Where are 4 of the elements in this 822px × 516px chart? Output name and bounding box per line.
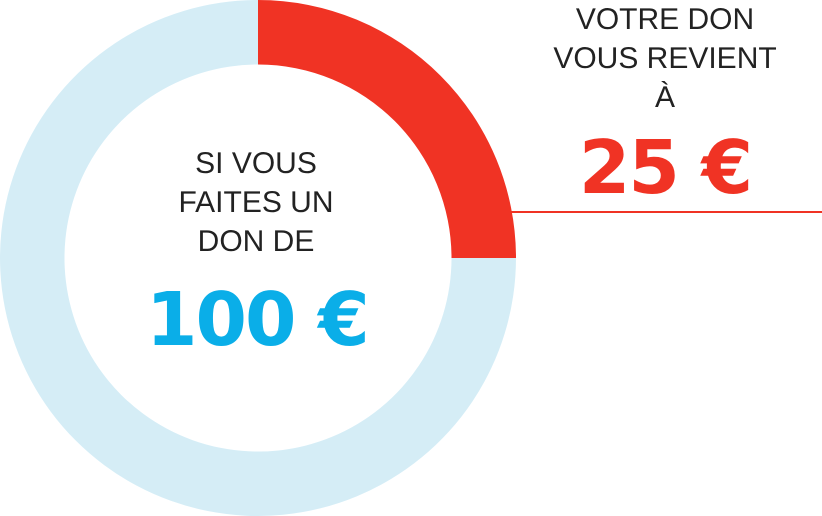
data-label: 25 € [578,125,752,211]
text: VOTRE DON VOUS REVIENT À [552,2,778,116]
text: 100 € [146,277,368,363]
text: SI VOUS FAITES UN DON DE [177,146,335,260]
